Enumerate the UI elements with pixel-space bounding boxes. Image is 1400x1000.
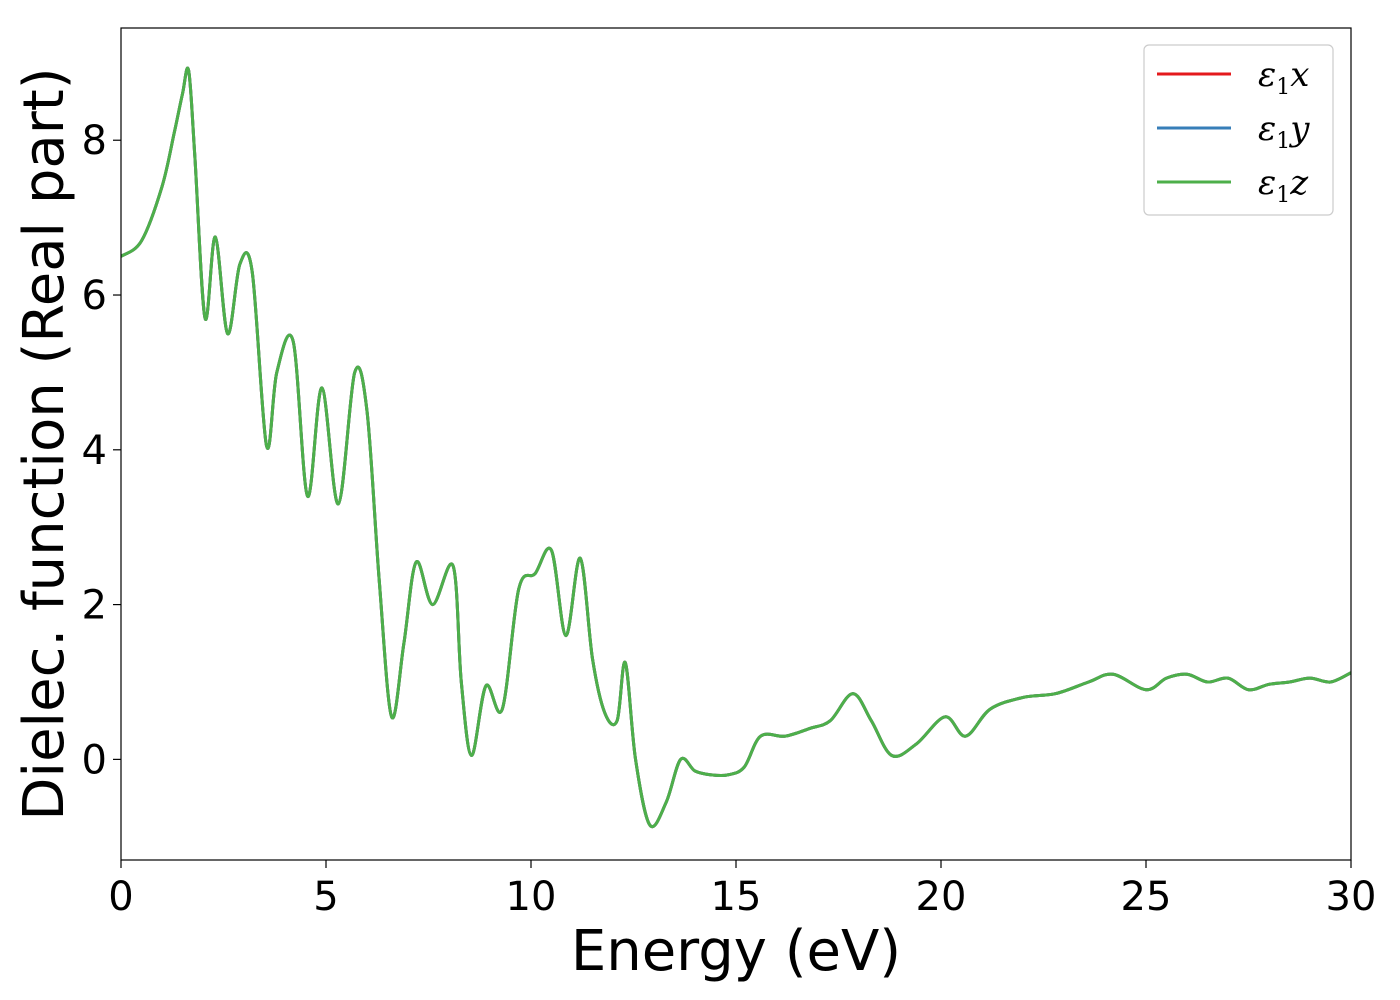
series-line-3 (121, 66, 1351, 829)
legend-label: ε1x (1258, 55, 1309, 100)
x-axis-ticks: 0 5 10 15 20 25 30 (108, 860, 1376, 920)
x-tick-label: 25 (1121, 874, 1172, 920)
x-tick-label: 0 (108, 874, 133, 920)
x-axis-label: Energy (eV) (571, 919, 901, 984)
y-tick-label: 2 (82, 583, 107, 629)
x-tick-label: 10 (506, 874, 557, 920)
legend-box (1143, 44, 1334, 216)
y-tick-label: 0 (82, 737, 107, 783)
x-tick-label: 30 (1326, 874, 1377, 920)
y-axis-label: Dielec. function (Real part) (12, 67, 77, 820)
legend-label: ε1y (1258, 109, 1310, 154)
legend-label: ε1z (1258, 163, 1309, 208)
x-tick-label: 20 (916, 874, 967, 920)
y-tick-label: 4 (82, 428, 107, 474)
y-tick-label: 8 (82, 118, 107, 164)
y-tick-label: 6 (82, 273, 107, 319)
legend: ε1x ε1y ε1z (1143, 44, 1334, 216)
x-tick-label: 5 (313, 874, 338, 920)
x-tick-label: 15 (711, 874, 762, 920)
y-axis-ticks: 0 2 4 6 8 (82, 118, 121, 783)
series-layer (121, 66, 1351, 829)
